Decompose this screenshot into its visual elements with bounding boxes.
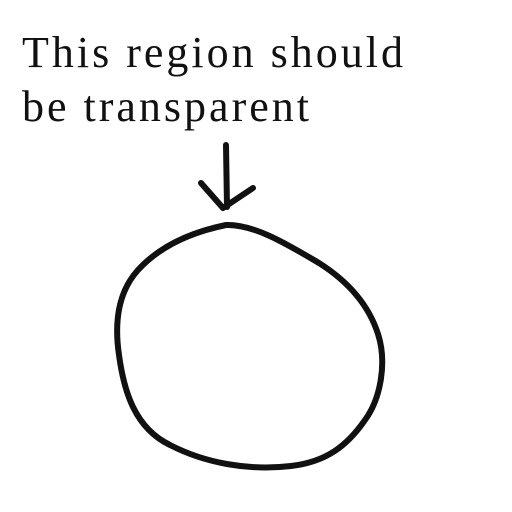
arrow-head: [198, 180, 256, 211]
annotation-line-1: This region should: [22, 28, 406, 77]
annotation-line-2: be transparent: [22, 82, 312, 131]
arrow-shaft: [223, 142, 230, 210]
annotation-text: This region should be transparent: [22, 26, 406, 134]
arrow-icon: [198, 142, 256, 211]
circle-outline: [114, 221, 386, 471]
